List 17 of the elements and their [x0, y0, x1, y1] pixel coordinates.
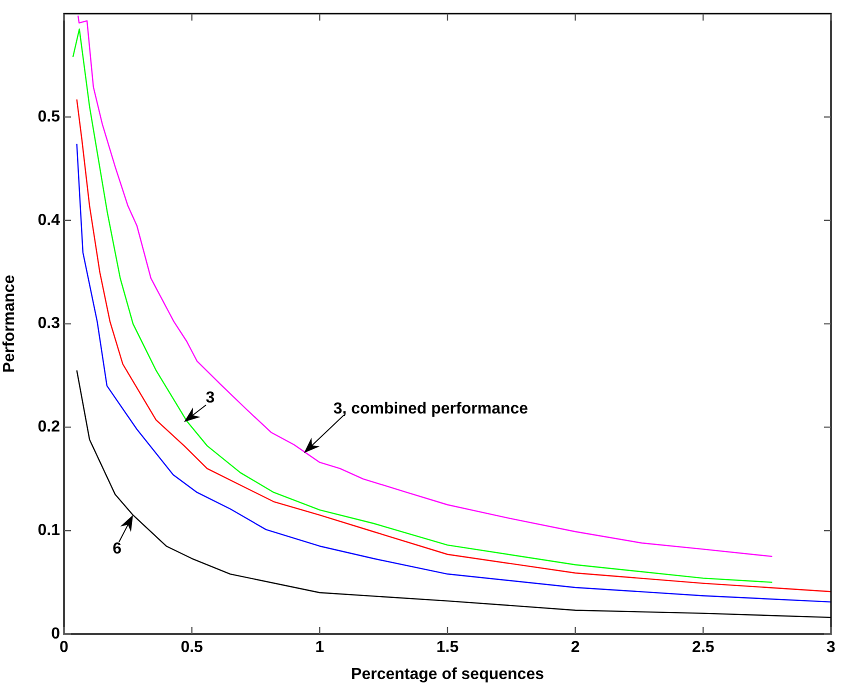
x-tick-label: 3 — [826, 639, 836, 656]
x-tick-label: 0.5 — [180, 639, 204, 656]
y-tick-label: 0 — [51, 625, 60, 642]
y-tick-label: 0.4 — [38, 212, 60, 229]
annotation: 3, combined performance — [333, 400, 528, 418]
x-tick-label: 2 — [570, 639, 580, 656]
y-axis-title: Performance — [1, 274, 18, 373]
y-tick-label: 0.3 — [38, 315, 60, 332]
x-tick-label: 2.5 — [692, 639, 714, 656]
annotation: 3 — [206, 389, 215, 406]
x-tick-label: 1.5 — [436, 639, 459, 656]
annotation: 6 — [112, 540, 122, 558]
x-axis-title: Percentage of sequences — [351, 666, 544, 683]
y-tick-label: 0.1 — [38, 522, 60, 540]
y-tick-label: 0.2 — [38, 418, 60, 436]
y-tick-label: 0.5 — [38, 108, 60, 126]
x-tick-label: 1 — [315, 639, 324, 656]
